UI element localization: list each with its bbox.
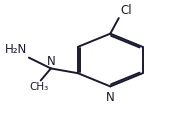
Text: H₂N: H₂N: [5, 43, 27, 56]
Text: N: N: [106, 91, 115, 104]
Text: Cl: Cl: [120, 4, 132, 17]
Text: CH₃: CH₃: [29, 82, 49, 92]
Text: N: N: [47, 55, 55, 68]
